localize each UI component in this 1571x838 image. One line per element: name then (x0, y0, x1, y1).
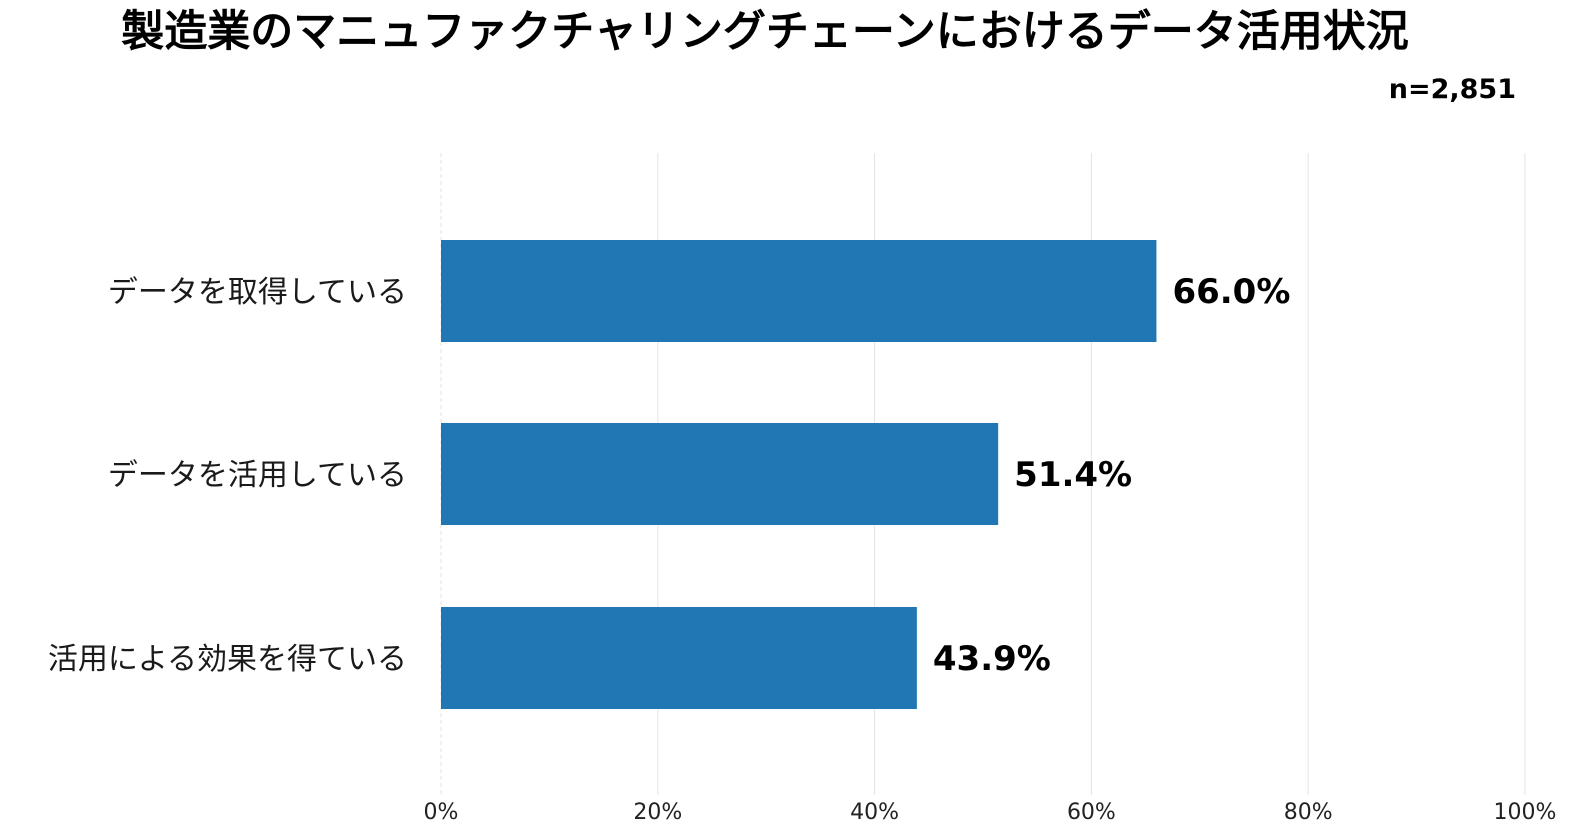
bar (441, 607, 917, 709)
x-tick-label: 80% (1284, 800, 1333, 825)
labels: 0% 20% 40% 60% 80% 100% データを取得している 66.0% データを活用し… (48, 272, 1557, 825)
x-tick-label: 20% (633, 800, 682, 825)
value-label: 43.9% (933, 639, 1051, 679)
x-tick-label: 100% (1494, 800, 1557, 825)
bars (441, 240, 1157, 709)
bar (441, 423, 999, 525)
category-label: 活用による効果を得ている (48, 642, 407, 677)
sample-size-label: n=2,851 (1388, 74, 1516, 105)
bar (441, 240, 1157, 342)
x-tick-label: 0% (424, 800, 459, 825)
category-label: データを取得している (108, 275, 407, 310)
x-tick-label: 60% (1067, 800, 1116, 825)
chart-title: 製造業のマニュファクチャリングチェーンにおけるデータ活用状況 (121, 7, 1409, 57)
value-label: 51.4% (1014, 455, 1132, 495)
x-tick-label: 40% (850, 800, 899, 825)
value-label: 66.0% (1172, 272, 1290, 312)
category-label: データを活用している (108, 458, 407, 493)
